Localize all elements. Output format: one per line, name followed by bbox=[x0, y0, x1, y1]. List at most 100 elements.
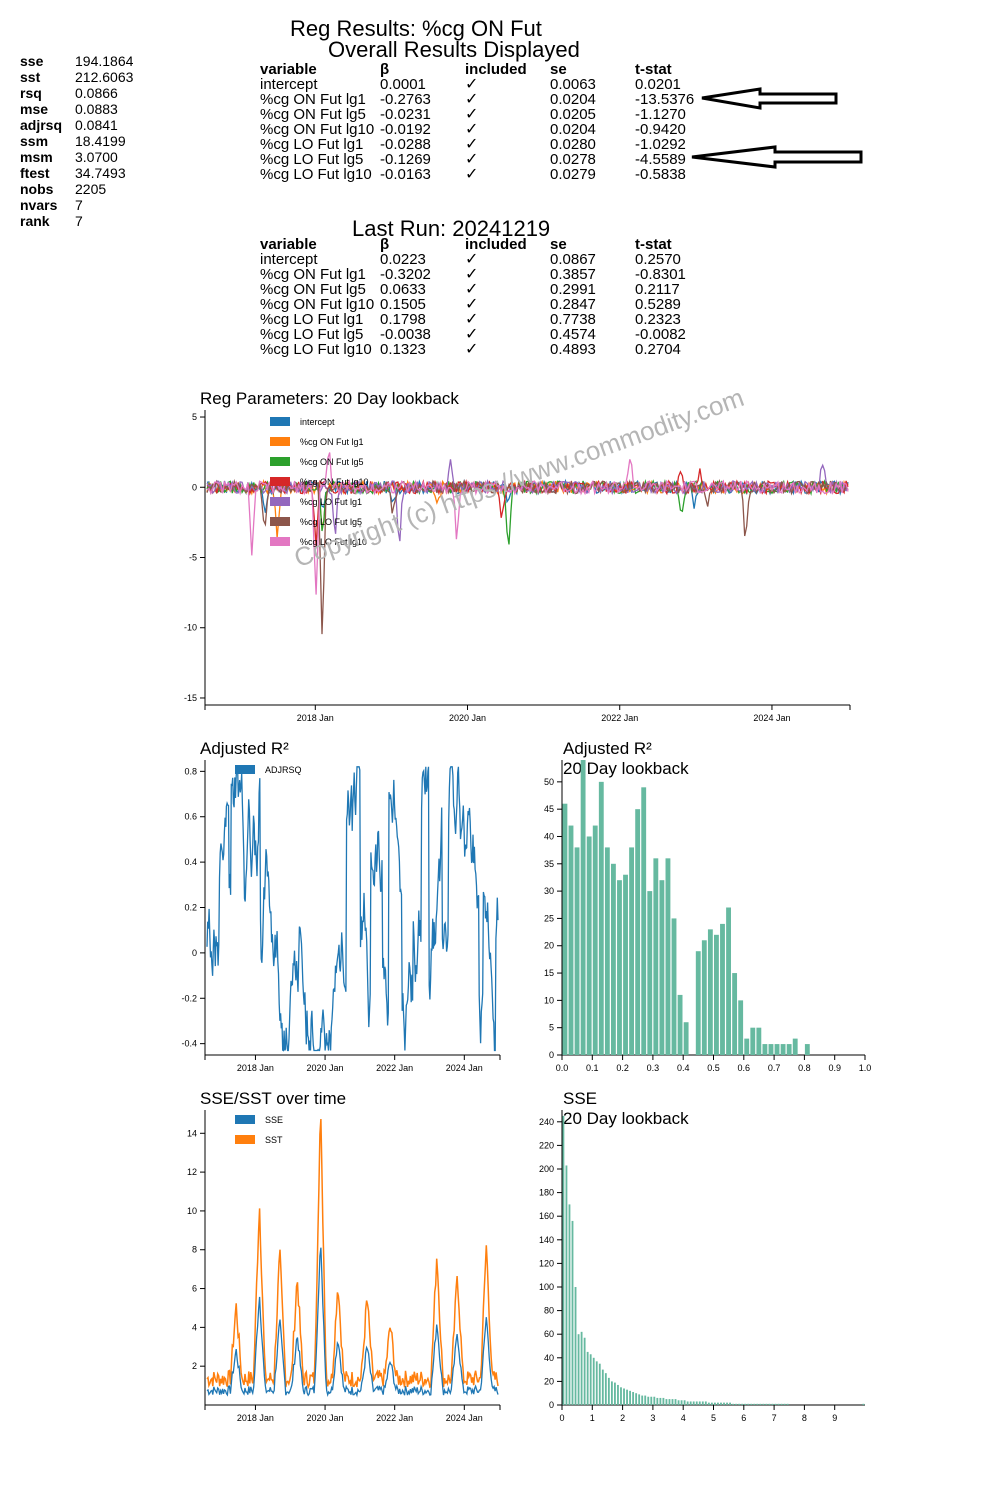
hist-bar bbox=[771, 1403, 774, 1405]
hist-bar bbox=[741, 1403, 744, 1405]
y-tick-label: 0 bbox=[192, 948, 197, 958]
stat-value: 18.4199 bbox=[75, 133, 126, 149]
stat-key: ftest bbox=[20, 165, 50, 181]
hist-bar bbox=[692, 1401, 695, 1405]
y-tick-label: 10 bbox=[544, 995, 554, 1005]
cell-tstat: -1.0292 bbox=[635, 136, 686, 153]
x-tick-label: 2 bbox=[620, 1413, 625, 1423]
cell-tstat: 0.2570 bbox=[635, 251, 681, 268]
hist-bar bbox=[644, 1395, 647, 1405]
hist-bar bbox=[653, 858, 659, 1055]
table-header-cell: t-stat bbox=[635, 236, 672, 253]
hist-bar bbox=[598, 1363, 601, 1405]
last-run-title: Last Run: 20241219 bbox=[352, 216, 551, 241]
table-header-cell: β bbox=[380, 61, 390, 78]
table-row: %cg ON Fut lg1 -0.3202 ✓ 0.3857 -0.8301 bbox=[260, 266, 715, 283]
sst-line bbox=[206, 1118, 499, 1390]
cell-beta: -0.1269 bbox=[380, 151, 431, 168]
table-header-cell: t-stat bbox=[635, 61, 672, 78]
table-row: %cg ON Fut lg1 -0.2763 ✓ 0.0204 -13.5376 bbox=[260, 91, 715, 108]
x-tick-label: 6 bbox=[741, 1413, 746, 1423]
cell-se: 0.3857 bbox=[550, 266, 596, 283]
sse-hist-title: SSE bbox=[563, 1089, 598, 1108]
x-tick-label: 4 bbox=[681, 1413, 686, 1423]
table-row: %cg LO Fut lg5 -0.1269 ✓ 0.0278 -4.5589 bbox=[260, 151, 715, 168]
hist-bar bbox=[674, 1399, 677, 1405]
stat-value: 194.1864 bbox=[75, 53, 134, 69]
sse-hist-subtitle: 20 Day lookback bbox=[563, 1109, 689, 1128]
x-tick-label: 2022 Jan bbox=[601, 713, 638, 723]
y-tick-label: 40 bbox=[544, 1353, 554, 1363]
hist-bar bbox=[583, 1337, 586, 1405]
hist-bar bbox=[726, 907, 731, 1055]
legend-label: %cg LO Fut lg1 bbox=[300, 497, 362, 507]
legend-label: SSE bbox=[265, 1115, 283, 1125]
legend-label: %cg ON Fut lg10 bbox=[300, 477, 369, 487]
hist-bar bbox=[668, 1399, 671, 1405]
hist-bar bbox=[677, 1400, 680, 1405]
hist-bar bbox=[786, 1044, 792, 1055]
stat-value: 0.0866 bbox=[75, 85, 118, 101]
cell-beta: -0.0192 bbox=[380, 121, 431, 138]
stat-key: rank bbox=[20, 213, 50, 229]
hist-bar bbox=[647, 891, 653, 1055]
cell-variable: %cg LO Fut lg1 bbox=[260, 311, 364, 328]
hist-bar bbox=[686, 1401, 689, 1405]
hist-bar bbox=[568, 825, 574, 1055]
cell-se: 0.0867 bbox=[550, 251, 596, 268]
sse-line bbox=[206, 1247, 499, 1398]
cell-se: 0.0205 bbox=[550, 106, 596, 123]
main-title: Reg Results: %cg ON Fut bbox=[290, 16, 542, 41]
cell-variable: %cg ON Fut lg10 bbox=[260, 296, 375, 313]
x-tick-label: 2022 Jan bbox=[376, 1413, 413, 1423]
hist-bar bbox=[601, 1369, 604, 1405]
cell-variable: %cg LO Fut lg5 bbox=[260, 151, 364, 168]
hist-bar bbox=[792, 1038, 798, 1055]
hist-bar bbox=[577, 1334, 580, 1405]
hist-bar bbox=[659, 1397, 662, 1405]
y-tick-label: 20 bbox=[544, 1376, 554, 1386]
x-tick-label: 2018 Jan bbox=[297, 713, 334, 723]
hist-bar bbox=[626, 1389, 628, 1405]
check-icon: ✓ bbox=[465, 266, 479, 283]
stat-row: nvars 7 bbox=[20, 197, 133, 213]
legend-label: %cg LO Fut lg5 bbox=[300, 517, 362, 527]
hist-bar bbox=[614, 1382, 616, 1405]
x-tick-label: 0.0 bbox=[556, 1063, 569, 1073]
x-tick-label: 0.7 bbox=[768, 1063, 781, 1073]
hist-bar bbox=[750, 1403, 753, 1405]
cell-variable: intercept bbox=[260, 76, 318, 93]
hist-bar bbox=[729, 1402, 731, 1405]
x-tick-label: 0.3 bbox=[647, 1063, 660, 1073]
table-header-cell: included bbox=[465, 236, 527, 253]
hist-bar bbox=[762, 1403, 765, 1405]
hist-bar bbox=[656, 1397, 659, 1405]
hist-bar bbox=[665, 1399, 668, 1405]
hist-bar bbox=[604, 1373, 607, 1405]
cell-tstat: 0.5289 bbox=[635, 296, 681, 313]
check-icon: ✓ bbox=[465, 296, 479, 313]
check-icon: ✓ bbox=[465, 91, 479, 108]
legend-label: intercept bbox=[300, 417, 335, 427]
y-tick-label: -5 bbox=[189, 553, 197, 563]
hist-bar bbox=[762, 1044, 768, 1055]
y-tick-label: 220 bbox=[539, 1140, 554, 1150]
hist-bar bbox=[562, 1115, 565, 1405]
check-icon: ✓ bbox=[465, 121, 479, 138]
y-tick-label: 120 bbox=[539, 1258, 554, 1268]
y-tick-label: 30 bbox=[544, 886, 554, 896]
hist-bar bbox=[862, 1403, 865, 1405]
reg-params-chart: 5 0 -5 -10 -15 2018 Jan 2020 Jan 2022 Jan 2024 J… bbox=[184, 410, 851, 723]
y-tick-label: 8 bbox=[192, 1245, 197, 1255]
x-tick-label: 3 bbox=[650, 1413, 655, 1423]
hist-bar bbox=[580, 1331, 583, 1405]
hist-bar bbox=[589, 1354, 592, 1405]
y-tick-label: 5 bbox=[549, 1023, 554, 1033]
cell-tstat: -0.8301 bbox=[635, 266, 686, 283]
hist-bar bbox=[707, 929, 713, 1055]
adjrsq-hist-subtitle: 20 Day lookback bbox=[563, 759, 689, 778]
hist-bar bbox=[714, 934, 719, 1055]
hist-bar bbox=[683, 1022, 689, 1055]
legend-swatch bbox=[270, 497, 290, 506]
check-icon: ✓ bbox=[465, 281, 479, 298]
